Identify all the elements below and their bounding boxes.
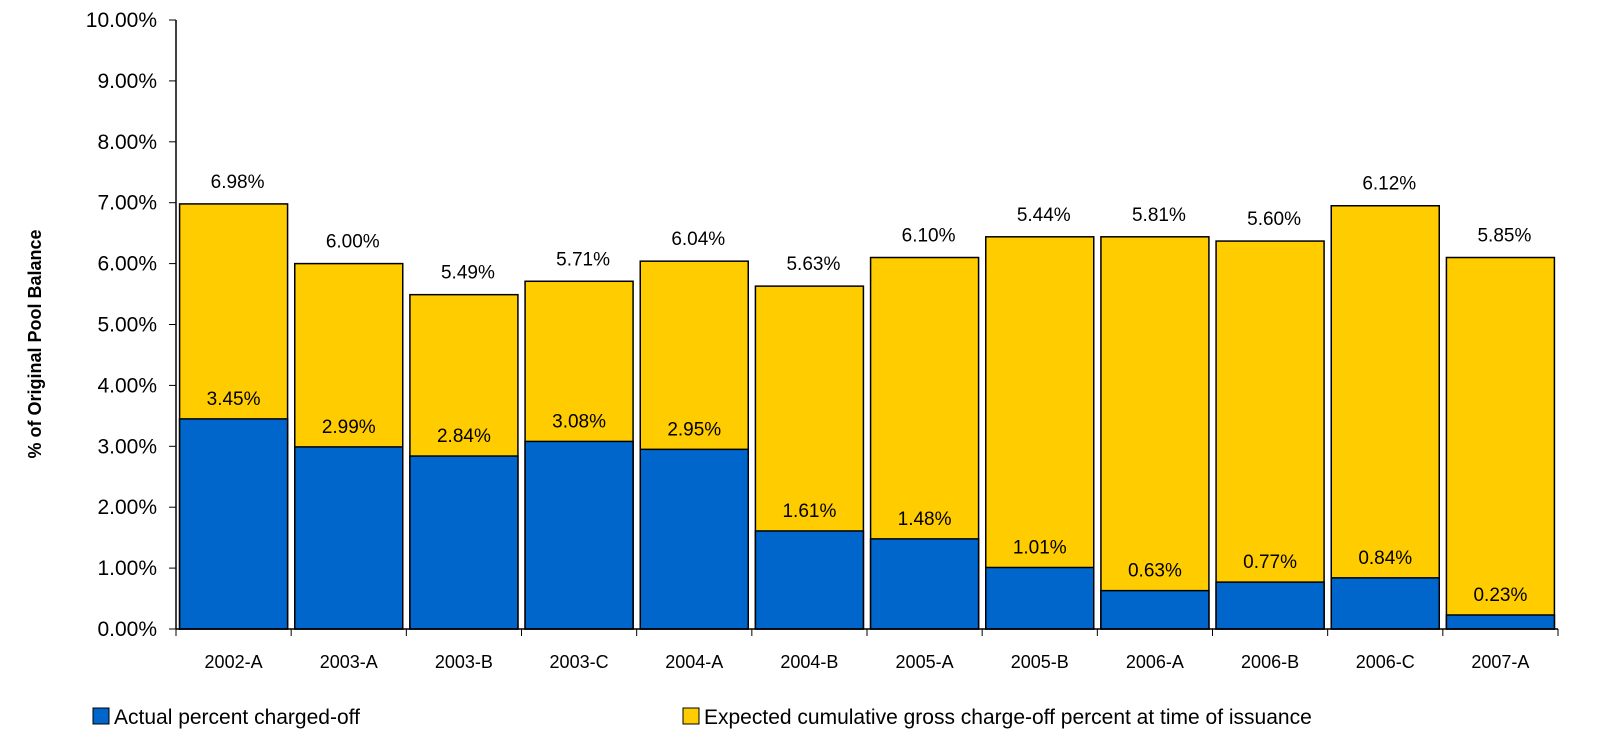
x-tick-label: 2006-B xyxy=(1241,652,1299,672)
legend-swatch-expected xyxy=(682,707,700,725)
x-tick-label: 2005-A xyxy=(896,652,954,672)
y-tick-label: 3.00% xyxy=(97,435,157,458)
bar-actual xyxy=(869,538,980,630)
bar-actual xyxy=(178,418,289,630)
data-label-expected: 6.10% xyxy=(902,226,956,247)
bar-actual xyxy=(409,455,519,630)
x-tick-label: 2003-A xyxy=(320,652,378,672)
data-label-expected: 5.60% xyxy=(1247,209,1301,230)
data-label-actual: 2.95% xyxy=(667,419,721,440)
data-label-actual: 0.63% xyxy=(1128,561,1182,582)
bar-expected xyxy=(985,236,1095,630)
data-label-actual: 1.48% xyxy=(898,509,952,530)
legend: Actual percent charged-off Expected cumu… xyxy=(92,706,1312,729)
y-tick-label: 6.00% xyxy=(97,253,157,276)
data-label-expected: 6.98% xyxy=(211,172,265,193)
data-label-actual: 1.01% xyxy=(1013,537,1067,558)
bar-expected xyxy=(1445,256,1556,630)
bar-actual xyxy=(1330,577,1440,630)
data-label-actual: 2.84% xyxy=(437,426,491,447)
bar-actual xyxy=(1215,581,1325,630)
y-axis-title: % of Original Pool Balance xyxy=(25,229,45,458)
y-tick-label: 4.00% xyxy=(97,374,157,397)
data-label-actual: 0.77% xyxy=(1243,552,1297,573)
data-label-expected: 5.63% xyxy=(786,254,840,275)
legend-label-expected: Expected cumulative gross charge-off per… xyxy=(704,706,1312,729)
y-axis-ticks: 0.00% 1.00% 2.00% 3.00% 4.00% 5.00% 6.00% 7.00%… xyxy=(86,9,176,641)
axes xyxy=(175,20,1559,636)
y-tick-label: 5.00% xyxy=(97,314,157,337)
data-label-actual: 3.08% xyxy=(552,411,606,432)
x-tick-label: 2002-A xyxy=(205,652,263,672)
bar-actual xyxy=(294,446,404,630)
data-label-expected: 5.44% xyxy=(1017,205,1071,226)
bar-actual xyxy=(639,448,749,630)
data-label-actual: 0.84% xyxy=(1358,548,1412,569)
x-tick-label: 2004-B xyxy=(780,652,838,672)
data-label-expected: 6.04% xyxy=(671,229,725,250)
y-tick-label: 2.00% xyxy=(97,496,157,519)
data-label-expected: 5.49% xyxy=(441,263,495,284)
y-tick-label: 10.00% xyxy=(86,9,157,32)
data-label-expected: 5.81% xyxy=(1132,205,1186,226)
x-tick-label: 2003-C xyxy=(550,652,609,672)
data-label-expected: 6.00% xyxy=(326,232,380,253)
bar-expected xyxy=(1100,236,1210,630)
x-tick-label: 2006-C xyxy=(1356,652,1415,672)
x-tick-label: 2004-A xyxy=(665,652,723,672)
bar-expected xyxy=(1215,240,1325,630)
x-tick-label: 2006-A xyxy=(1126,652,1184,672)
bar-actual xyxy=(524,440,634,630)
x-tick-label: 2007-A xyxy=(1471,652,1529,672)
y-tick-label: 8.00% xyxy=(97,131,157,154)
data-label-expected: 5.85% xyxy=(1477,226,1531,247)
bar-actual xyxy=(1445,614,1556,630)
data-label-expected: 6.12% xyxy=(1362,174,1416,195)
bars xyxy=(178,203,1556,630)
data-label-actual: 1.61% xyxy=(782,501,836,522)
data-label-expected: 5.71% xyxy=(556,249,610,270)
data-label-actual: 0.23% xyxy=(1473,585,1527,606)
x-axis-labels: 2002-A 2003-A 2003-B 2003-C 2004-A 2004-B 2005… xyxy=(205,652,1530,672)
data-labels: 6.98% 3.45% 6.00% 2.99% 5.49% 2.84% 5.71% 3.08%… xyxy=(207,172,1532,606)
x-tick-label: 2003-B xyxy=(435,652,493,672)
legend-swatch-actual xyxy=(92,707,110,725)
data-label-actual: 2.99% xyxy=(322,417,376,438)
bar-actual xyxy=(1100,589,1210,630)
y-tick-label: 9.00% xyxy=(97,70,157,93)
bar-actual xyxy=(754,530,865,630)
bar-actual xyxy=(985,566,1095,630)
y-tick-label: 1.00% xyxy=(97,557,157,580)
bar-expected xyxy=(1330,204,1440,630)
x-tick-label: 2005-B xyxy=(1011,652,1069,672)
legend-label-actual: Actual percent charged-off xyxy=(114,706,360,729)
y-tick-label: 0.00% xyxy=(97,618,157,641)
y-tick-label: 7.00% xyxy=(97,192,157,215)
data-label-actual: 3.45% xyxy=(207,389,261,410)
